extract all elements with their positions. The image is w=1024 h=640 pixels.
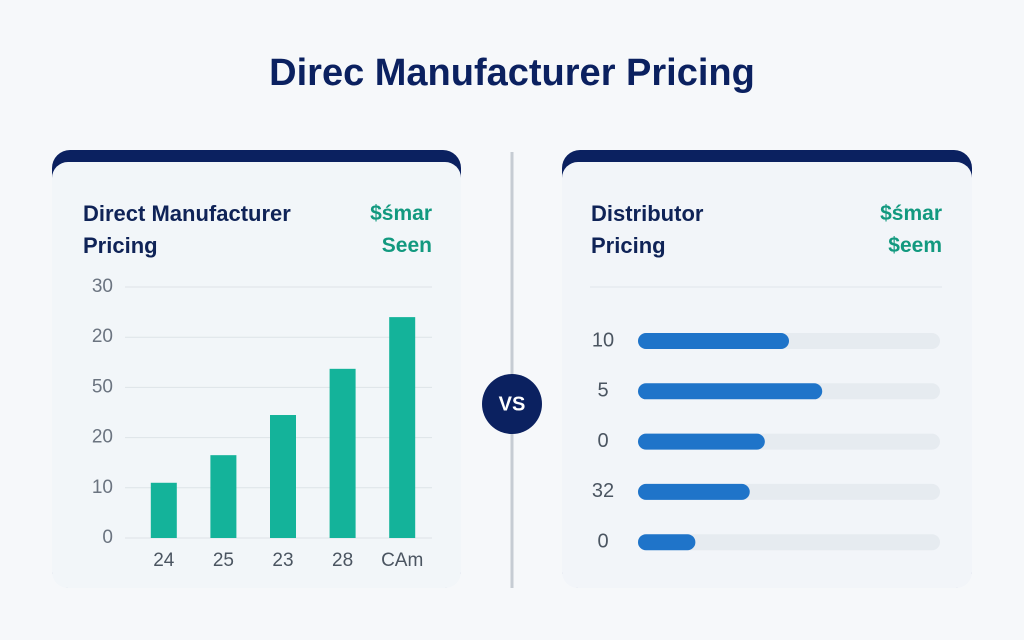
y-tick-label: 50 [92, 376, 113, 397]
y-tick-label: 10 [92, 477, 113, 498]
x-tick-label: 23 [272, 550, 293, 571]
title: Direc Manufacturer Pricing [269, 52, 755, 94]
y-tick-label: 30 [92, 276, 113, 297]
x-tick-label: 25 [213, 550, 234, 571]
y-tick-label: 0 [597, 530, 608, 552]
bar [638, 333, 789, 349]
y-tick-label: 10 [592, 329, 614, 351]
y-tick-label: 32 [592, 480, 614, 502]
panel-title: Direct Manufacturer Pricing [83, 201, 291, 258]
panel [562, 162, 972, 588]
badge-line: $eem [888, 234, 942, 257]
badge: $śmar Seen [332, 198, 432, 262]
x-tick-label: 24 [153, 550, 175, 571]
x-tick-label: 28 [332, 550, 353, 571]
panel-title: Distributor Pricing [591, 201, 704, 258]
panel [52, 162, 461, 588]
y-tick-label: 0 [102, 527, 113, 548]
bar [638, 433, 765, 450]
badge-line: $śmar [370, 202, 432, 225]
bar [638, 483, 750, 500]
y-tick-label: 0 [597, 430, 608, 452]
bar [638, 383, 823, 400]
bar [389, 317, 416, 538]
bar [210, 455, 237, 538]
bar [150, 482, 177, 538]
y-tick-label: 5 [597, 380, 608, 402]
y-tick-label: 20 [92, 326, 113, 347]
bar-track [638, 534, 940, 551]
vs-label: VS [499, 393, 526, 415]
badge-line: Seen [381, 234, 432, 257]
bar [638, 534, 696, 551]
x-tick-label: CAm [381, 550, 423, 571]
badge-line: $śmar [880, 202, 942, 225]
bar [270, 415, 296, 538]
y-tick-label: 20 [92, 427, 113, 448]
vs-badge [482, 374, 542, 434]
badge: $śmar $eem [842, 198, 942, 262]
bar [329, 368, 356, 538]
